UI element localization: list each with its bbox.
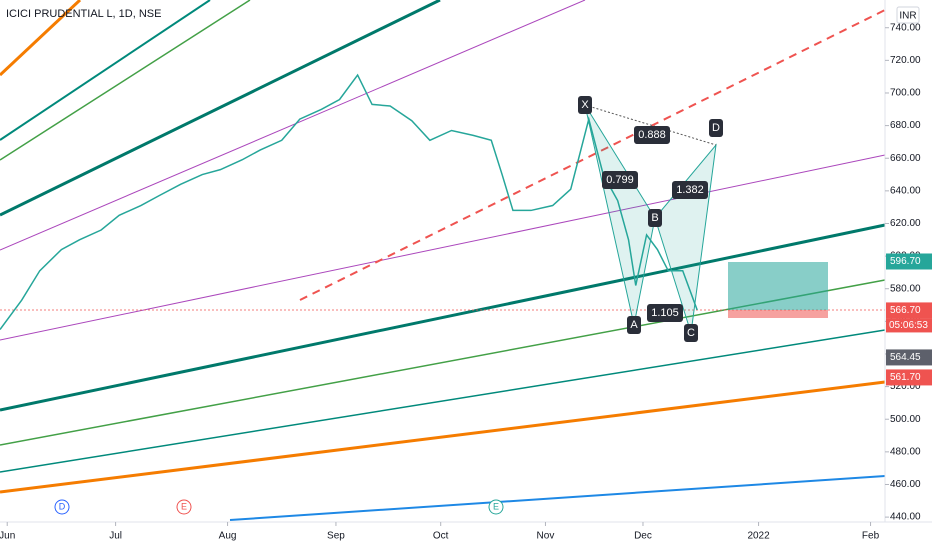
- x-tick-label: Jul: [109, 531, 122, 542]
- x-tick-label: Dec: [634, 531, 652, 542]
- ratio-box: [672, 181, 708, 199]
- long-position-loss: [728, 310, 828, 318]
- series-line: [0, 73, 698, 330]
- y-tick-label: 500.00: [890, 414, 921, 425]
- event-marker: [488, 499, 504, 515]
- y-tick-label: 580.00: [890, 283, 921, 294]
- pattern-point-box: [684, 324, 698, 342]
- x-tick-label: Nov: [537, 531, 555, 542]
- price-tag-label: 564.45: [890, 352, 921, 363]
- countdown: 05:06:53: [889, 320, 928, 331]
- ratio-box: [634, 126, 670, 144]
- price-tag: [886, 302, 932, 319]
- y-tick-label: 460.00: [890, 479, 921, 490]
- ratio: 0.799: [606, 174, 634, 186]
- pattern-point-box: [627, 316, 641, 334]
- chart-title: ICICI PRUDENTIAL L, 1D, NSE: [6, 8, 161, 20]
- ratio: 1.105: [651, 307, 679, 319]
- price-tag-label: 566.70: [890, 305, 921, 316]
- event-label: D: [59, 501, 66, 511]
- event-label: E: [493, 501, 499, 511]
- pattern-point-box: [578, 96, 592, 114]
- ratio-box: [602, 171, 638, 189]
- x-tick-label: 2022: [747, 531, 770, 542]
- x-tick-label: Jun: [0, 531, 15, 542]
- price-tag: [886, 349, 932, 366]
- x-tick-label: Aug: [219, 531, 237, 542]
- y-tick-label: 740.00: [890, 22, 921, 33]
- pattern-point: C: [687, 327, 695, 339]
- x-tick-label: Oct: [433, 531, 449, 542]
- pattern-point: A: [630, 319, 638, 331]
- y-tick-label: 640.00: [890, 185, 921, 196]
- event-marker: [176, 499, 192, 515]
- price-tag: [886, 369, 932, 386]
- pattern-point: B: [651, 212, 658, 224]
- price-tag-label: 596.70: [890, 256, 921, 267]
- ratio: 0.888: [638, 129, 666, 141]
- event-label: E: [181, 501, 187, 511]
- y-tick-label: 440.00: [890, 512, 921, 523]
- event-marker: [54, 499, 70, 515]
- price-tag: [886, 253, 932, 270]
- currency-box: [896, 6, 920, 24]
- pattern-point: X: [581, 99, 589, 111]
- pattern-point-box: [709, 119, 723, 137]
- long-position-profit: [728, 262, 828, 310]
- y-tick-label: 700.00: [890, 88, 921, 99]
- pattern-point: D: [712, 122, 720, 134]
- price-tag-label: 561.70: [890, 372, 921, 383]
- y-tick-label: 520.00: [890, 381, 921, 392]
- ratio-box: [647, 304, 683, 322]
- ratio: 1.382: [676, 184, 704, 196]
- y-tick-label: 480.00: [890, 446, 921, 457]
- currency: INR: [899, 11, 916, 22]
- x-tick-label: Feb: [862, 531, 880, 542]
- y-tick-label: 660.00: [890, 153, 921, 164]
- y-tick-label: 620.00: [890, 218, 921, 229]
- y-tick-label: 680.00: [890, 120, 921, 131]
- trend-lines: [0, 0, 886, 521]
- countdown-box: [886, 318, 932, 333]
- pattern-point-box: [648, 209, 662, 227]
- x-tick-label: Sep: [327, 531, 345, 542]
- y-tick-label: 720.00: [890, 55, 921, 66]
